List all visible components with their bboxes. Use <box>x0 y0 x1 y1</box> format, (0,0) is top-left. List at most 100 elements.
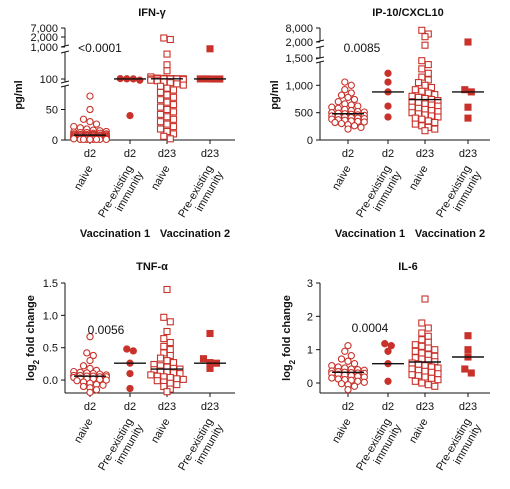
data-point <box>418 342 426 350</box>
data-point <box>431 382 439 390</box>
data-point <box>83 349 91 357</box>
axis-break-mark <box>315 45 325 49</box>
group-label: Pre-existingimmunity <box>354 416 404 479</box>
data-point <box>163 84 171 92</box>
data-point <box>464 346 472 354</box>
y-tick-label: 1.5 <box>43 278 58 290</box>
y-axis-label: log2 fold change <box>25 295 41 381</box>
data-point <box>350 360 359 368</box>
y-tick-label: 0 <box>307 135 313 147</box>
data-point <box>344 93 352 102</box>
chart-title: IP-10/CXCL10 <box>372 7 444 19</box>
data-point <box>160 313 168 321</box>
data-point <box>434 376 442 384</box>
data-point <box>163 50 171 58</box>
timepoint-label: d23 <box>158 401 176 413</box>
y-tick-label: 2,000 <box>30 32 58 44</box>
data-point <box>163 113 171 121</box>
data-point <box>341 347 349 355</box>
data-point <box>424 324 432 332</box>
data-point <box>166 338 174 347</box>
data-point <box>360 118 368 126</box>
data-point <box>408 365 416 373</box>
data-point <box>424 332 432 340</box>
vaccination-label: Vaccination 1 <box>80 228 150 240</box>
data-point <box>206 329 214 338</box>
data-point <box>73 377 81 385</box>
data-point <box>160 342 168 350</box>
data-point <box>156 103 165 111</box>
y-axis-label: pg/ml <box>269 80 281 109</box>
data-point <box>427 374 436 382</box>
data-point <box>424 344 432 352</box>
data-point <box>206 45 214 53</box>
data-point <box>199 355 208 363</box>
data-point <box>70 135 78 143</box>
data-point <box>467 369 475 377</box>
y-tick-label: 2,000 <box>285 37 313 49</box>
data-point <box>169 108 178 116</box>
group-label: Pre-existingimmunity <box>176 163 226 226</box>
data-point <box>418 57 426 65</box>
y-tick-label: 8,000 <box>285 23 313 35</box>
data-point <box>337 355 346 363</box>
data-point <box>464 332 472 340</box>
data-point <box>86 333 94 341</box>
group-label: naive <box>407 417 431 446</box>
timepoint-label: d23 <box>459 148 477 160</box>
data-point <box>350 382 359 390</box>
data-point <box>408 359 416 367</box>
data-point <box>357 123 365 132</box>
data-point <box>431 125 439 133</box>
series-d23-naive <box>147 34 187 143</box>
data-point <box>334 98 342 106</box>
timepoint-label: d2 <box>342 148 354 160</box>
timepoint-label: d23 <box>459 401 477 413</box>
series-d23-pre-existing <box>452 332 484 377</box>
data-point <box>153 377 161 385</box>
data-point <box>424 117 432 125</box>
data-point <box>156 118 165 126</box>
data-point <box>331 118 339 127</box>
data-point <box>169 86 178 94</box>
vaccination-label: Vaccination 1 <box>335 228 405 240</box>
data-point <box>424 381 432 389</box>
series-d23-pre-existing <box>194 329 226 372</box>
axis-break-mark <box>60 80 70 84</box>
data-point <box>418 379 426 387</box>
group-label: Pre-existingimmunity <box>434 416 484 479</box>
data-point <box>163 98 171 106</box>
p-value-label: 0.0056 <box>88 323 125 337</box>
y-tick-label: 0 <box>52 135 58 147</box>
series-d2-pre-existing <box>372 340 404 385</box>
data-point <box>414 79 423 87</box>
timepoint-label: d2 <box>382 401 394 413</box>
y-tick-label: 1,500 <box>285 53 313 65</box>
data-point <box>173 80 181 88</box>
group-label: naive <box>330 164 354 193</box>
y-tick-label: 0 <box>307 378 313 390</box>
chart-title: TNF-α <box>136 261 168 273</box>
data-point <box>156 354 165 362</box>
data-point <box>384 113 392 121</box>
data-point <box>156 110 165 118</box>
y-tick-label: 1.0 <box>43 310 58 322</box>
group-label: naive <box>407 164 431 193</box>
data-point <box>421 295 429 303</box>
p-value-label: 0.0004 <box>352 321 389 335</box>
data-point <box>418 26 426 34</box>
group-label: naive <box>149 417 173 446</box>
data-point <box>424 69 432 77</box>
data-point <box>344 386 352 394</box>
data-point <box>206 364 214 372</box>
data-point <box>169 115 178 123</box>
data-point <box>169 123 178 131</box>
series-d23-pre-existing <box>452 38 484 122</box>
data-point <box>424 338 432 346</box>
y-tick-label: 1 <box>307 345 313 357</box>
data-point <box>169 93 178 101</box>
group-label: naive <box>149 164 173 193</box>
data-point <box>86 388 94 397</box>
data-point <box>99 381 107 389</box>
